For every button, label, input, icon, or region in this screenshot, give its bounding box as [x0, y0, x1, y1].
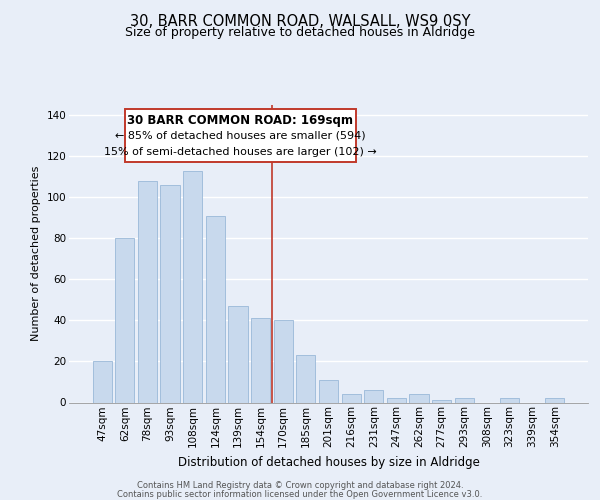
X-axis label: Distribution of detached houses by size in Aldridge: Distribution of detached houses by size …: [178, 456, 479, 468]
Bar: [274, 320, 293, 402]
Bar: [409, 394, 428, 402]
Bar: [387, 398, 406, 402]
Bar: [341, 394, 361, 402]
Text: 30, BARR COMMON ROAD, WALSALL, WS9 0SY: 30, BARR COMMON ROAD, WALSALL, WS9 0SY: [130, 14, 470, 29]
Bar: [229, 306, 248, 402]
Y-axis label: Number of detached properties: Number of detached properties: [31, 166, 41, 342]
Text: 15% of semi-detached houses are larger (102) →: 15% of semi-detached houses are larger (…: [104, 147, 377, 157]
Bar: [206, 216, 225, 402]
Bar: [455, 398, 474, 402]
Text: Size of property relative to detached houses in Aldridge: Size of property relative to detached ho…: [125, 26, 475, 39]
Bar: [319, 380, 338, 402]
Text: Contains HM Land Registry data © Crown copyright and database right 2024.: Contains HM Land Registry data © Crown c…: [137, 481, 463, 490]
Bar: [545, 398, 565, 402]
Bar: [115, 238, 134, 402]
Bar: [92, 362, 112, 403]
Text: Contains public sector information licensed under the Open Government Licence v3: Contains public sector information licen…: [118, 490, 482, 499]
Bar: [138, 181, 157, 402]
Bar: [364, 390, 383, 402]
Bar: [251, 318, 270, 402]
Text: 30 BARR COMMON ROAD: 169sqm: 30 BARR COMMON ROAD: 169sqm: [127, 114, 353, 127]
Bar: [500, 398, 519, 402]
FancyBboxPatch shape: [125, 109, 356, 162]
Bar: [432, 400, 451, 402]
Text: ← 85% of detached houses are smaller (594): ← 85% of detached houses are smaller (59…: [115, 130, 365, 140]
Bar: [296, 356, 316, 403]
Bar: [183, 170, 202, 402]
Bar: [160, 185, 180, 402]
